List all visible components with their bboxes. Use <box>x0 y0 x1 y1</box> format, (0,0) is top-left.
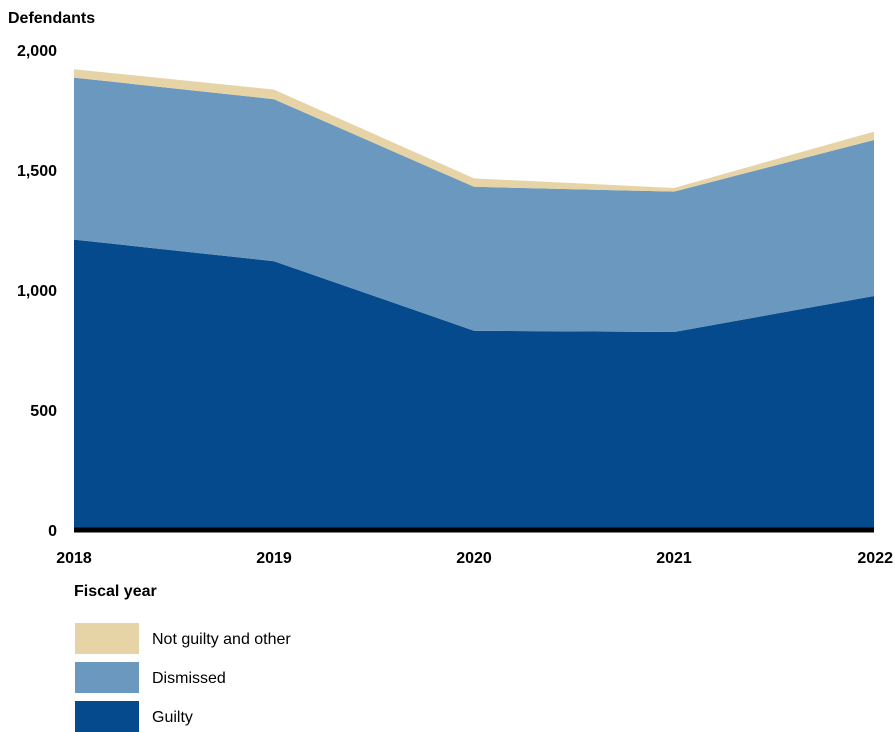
area-series-group <box>74 69 874 530</box>
x-tick-label: 2022 <box>857 550 893 567</box>
area-dismissed <box>74 77 874 332</box>
y-tick-labels: 0 500 1,000 1,500 2,000 <box>17 43 57 540</box>
x-tick-label: 2020 <box>456 550 492 567</box>
y-tick-label: 500 <box>30 403 57 420</box>
legend-swatch <box>75 662 139 693</box>
x-tick-label: 2021 <box>656 550 692 567</box>
legend-swatch <box>75 701 139 732</box>
legend-item-not-guilty-and-other: Not guilty and other <box>75 623 291 654</box>
area-not-guilty-and-other <box>74 69 874 192</box>
x-axis-title: Fiscal year <box>74 583 157 600</box>
y-tick-label: 1,000 <box>17 283 57 300</box>
legend-label: Not guilty and other <box>152 631 291 648</box>
legend-swatch <box>75 623 139 654</box>
y-tick-label: 2,000 <box>17 43 57 60</box>
x-tick-label: 2019 <box>256 550 292 567</box>
y-axis-title: Defendants <box>8 10 95 27</box>
legend-label: Dismissed <box>152 670 226 687</box>
x-tick-label: 2018 <box>56 550 92 567</box>
legend-item-guilty: Guilty <box>75 701 193 732</box>
area-guilty <box>74 239 874 530</box>
x-tick-labels: 2018 2019 2020 2021 2022 <box>56 550 893 567</box>
y-tick-label: 0 <box>48 523 57 540</box>
legend: Not guilty and other Dismissed Guilty <box>75 623 291 732</box>
legend-label: Guilty <box>152 709 193 726</box>
y-tick-label: 1,500 <box>17 163 57 180</box>
legend-item-dismissed: Dismissed <box>75 662 226 693</box>
